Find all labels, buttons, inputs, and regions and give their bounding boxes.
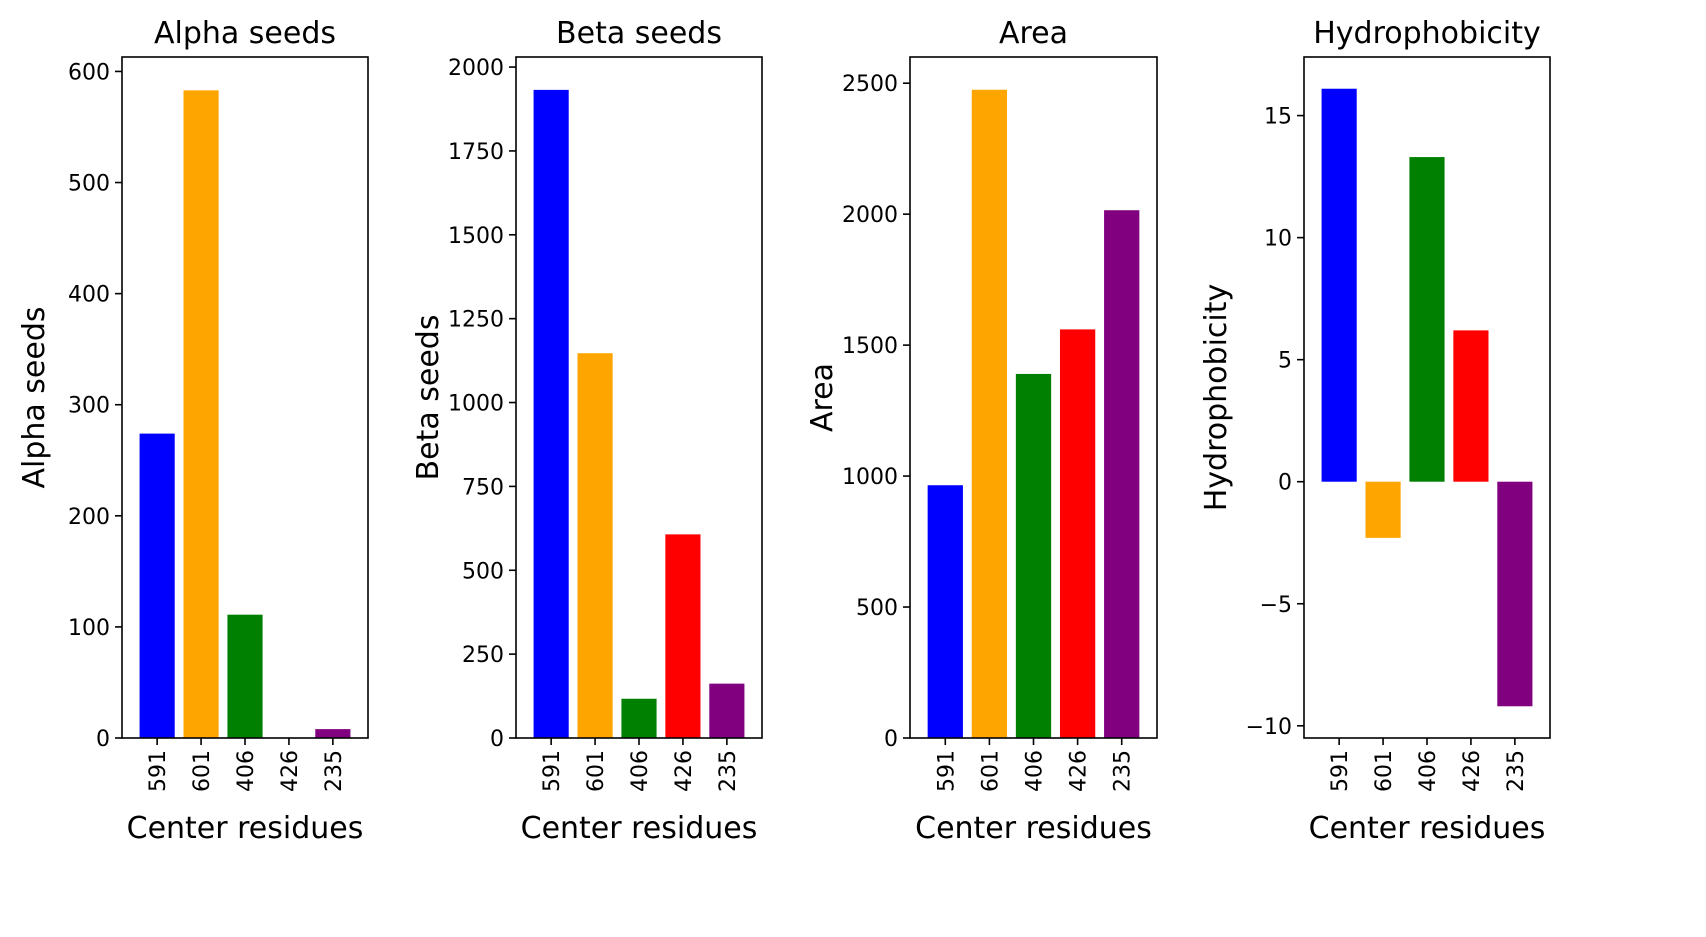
alpha-seeds-xtick-label: 601: [190, 750, 215, 792]
area-bar-235: [1104, 210, 1140, 739]
alpha-seeds-bar-235: [315, 729, 351, 738]
alpha-seeds-xtick-label: 426: [278, 750, 303, 792]
beta-seeds-xtick-label: 406: [628, 750, 653, 792]
hydrophobicity-bar-601: [1365, 481, 1401, 538]
hydrophobicity-xlabel: Center residues: [1309, 811, 1546, 846]
hydrophobicity-xtick-label: 591: [1328, 750, 1353, 792]
hydrophobicity-bar-426: [1453, 330, 1489, 482]
beta-seeds-ytick-label: 500: [462, 559, 504, 584]
alpha-seeds-ytick-label: 400: [68, 283, 110, 308]
beta-seeds-ytick-label: 1750: [448, 140, 504, 165]
alpha-seeds-title: Alpha seeds: [154, 16, 336, 51]
hydrophobicity-bar-235: [1497, 481, 1533, 707]
beta-seeds-xtick-label: 601: [584, 750, 609, 792]
alpha-seeds-ytick-label: 600: [68, 60, 110, 85]
hydrophobicity-xtick-label: 601: [1372, 750, 1397, 792]
hydrophobicity-title: Hydrophobicity: [1313, 16, 1541, 51]
alpha-seeds-ytick-label: 0: [96, 727, 110, 752]
area-title: Area: [999, 16, 1068, 51]
hydrophobicity-ylabel: Hydrophobicity: [1199, 284, 1234, 512]
hydrophobicity-xtick-label: 235: [1504, 750, 1529, 792]
beta-seeds-bar-235: [709, 683, 745, 738]
alpha-seeds-xtick-label: 235: [322, 750, 347, 792]
area-bar-601: [971, 89, 1008, 739]
area-xtick-label: 406: [1023, 750, 1048, 792]
hydrophobicity-ytick-label: 0: [1278, 471, 1292, 496]
area-xtick-label: 426: [1067, 750, 1092, 792]
area-ytick-label: 2500: [842, 72, 898, 97]
beta-seeds-ylabel: Beta seeds: [411, 315, 446, 481]
alpha-seeds-xlabel: Center residues: [127, 811, 364, 846]
beta-seeds-panel: 0 250 500 750 1000 1250 1500 1750 2000 591 601 406 4…: [411, 16, 763, 846]
beta-seeds-bar-406: [621, 698, 657, 738]
alpha-seeds-bar-406: [227, 614, 263, 738]
beta-seeds-ytick-label: 1000: [448, 392, 504, 417]
alpha-seeds-bar-591: [139, 433, 175, 738]
beta-seeds-ytick-label: 2000: [448, 56, 504, 81]
alpha-seeds-xtick-label: 406: [234, 750, 259, 792]
area-ytick-label: 0: [884, 727, 898, 752]
area-bar-591: [927, 485, 963, 738]
alpha-seeds-panel: 0 100 200 300 400 500 600 591 601 406 426 235 Alpha …: [17, 16, 369, 846]
alpha-seeds-bar-601: [183, 90, 219, 739]
area-ytick-label: 500: [856, 596, 898, 621]
area-xlabel: Center residues: [915, 811, 1152, 846]
area-bar-406: [1015, 373, 1052, 738]
beta-seeds-ytick-label: 250: [462, 643, 504, 668]
area-panel: 0 500 1000 1500 2000 2500 591 601 406 426 235 Area C…: [805, 16, 1158, 846]
hydrophobicity-xtick-label: 426: [1460, 750, 1485, 792]
area-ytick-label: 1500: [842, 334, 898, 359]
beta-seeds-bar-591: [533, 89, 569, 739]
alpha-seeds-ylabel: Alpha seeds: [17, 306, 52, 488]
alpha-seeds-xtick-label: 591: [146, 750, 171, 792]
beta-seeds-xtick-label: 235: [716, 750, 741, 792]
beta-seeds-bar-601: [577, 353, 613, 738]
area-xtick-label: 591: [934, 750, 959, 792]
hydrophobicity-ytick-label: 15: [1264, 105, 1292, 130]
alpha-seeds-ytick-label: 500: [68, 172, 110, 197]
area-ytick-label: 1000: [842, 465, 898, 490]
hydrophobicity-panel: −10 −5 0 5 10 15 591 601 406 426 235 Hydrophobicity…: [1199, 16, 1551, 846]
beta-seeds-ytick-label: 1250: [448, 308, 504, 333]
hydrophobicity-ytick-label: −5: [1260, 593, 1292, 618]
hydrophobicity-ytick-label: 10: [1264, 227, 1292, 252]
area-bar-426: [1059, 329, 1096, 738]
hydrophobicity-ytick-label: 5: [1278, 349, 1292, 374]
area-ytick-label: 2000: [842, 203, 898, 228]
hydrophobicity-bar-591: [1321, 88, 1357, 482]
alpha-seeds-ytick-label: 300: [68, 394, 110, 419]
hydrophobicity-ytick-label: −10: [1246, 715, 1292, 740]
area-xtick-label: 235: [1111, 750, 1136, 792]
beta-seeds-xtick-label: 426: [672, 750, 697, 792]
beta-seeds-ytick-label: 0: [490, 727, 504, 752]
hydrophobicity-bar-406: [1409, 157, 1445, 482]
alpha-seeds-ytick-label: 100: [68, 616, 110, 641]
area-xtick-label: 601: [978, 750, 1003, 792]
beta-seeds-bar-426: [665, 534, 701, 738]
area-ylabel: Area: [805, 363, 840, 432]
beta-seeds-title: Beta seeds: [556, 16, 722, 51]
hydrophobicity-xtick-label: 406: [1416, 750, 1441, 792]
beta-seeds-xtick-label: 591: [540, 750, 565, 792]
beta-seeds-ytick-label: 750: [462, 475, 504, 500]
beta-seeds-xlabel: Center residues: [521, 811, 758, 846]
beta-seeds-ytick-label: 1500: [448, 224, 504, 249]
alpha-seeds-ytick-label: 200: [68, 505, 110, 530]
